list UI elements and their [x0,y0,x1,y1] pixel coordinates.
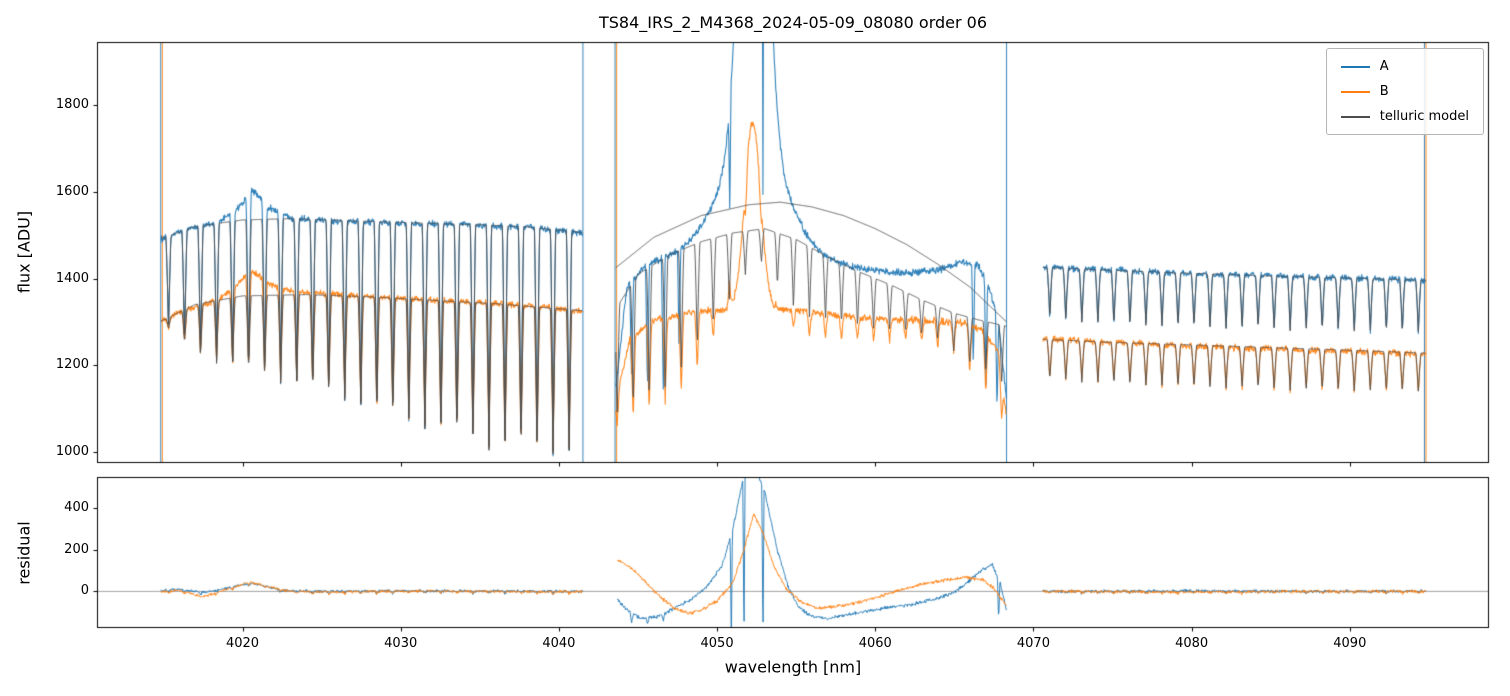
legend-label: A [1379,59,1389,74]
x-tick-label: 4080 [1175,636,1209,651]
figure-title: TS84_IRS_2_M4368_2024-05-09_08080 order … [598,13,988,32]
legend-line-sample [1340,90,1370,93]
legend-entry: B [1340,84,1469,99]
x-tick-label: 4060 [858,636,892,651]
legend-label: B [1379,84,1389,99]
residual-tick-label: 200 [64,541,89,557]
flux-tick-label: 1400 [55,270,89,286]
legend-entry: A [1340,59,1469,74]
x-tick-label: 4050 [700,636,734,651]
flux-tick-label: 1200 [55,357,89,373]
x-tick-label: 4040 [542,636,576,651]
legend-label: telluric model [1379,109,1469,124]
flux-axis-label: flux [ADU] [14,210,34,294]
residual-tick-label: 0 [80,583,89,599]
x-tick-label: 4030 [384,636,418,651]
flux-tick-label: 1600 [55,183,89,199]
flux-tick-label: 1800 [55,96,89,112]
residual-tick-label: 400 [64,499,89,515]
legend-entry: telluric model [1340,109,1469,124]
residual-axis-label: residual [14,521,34,585]
legend-line-sample [1340,115,1370,118]
wavelength-axis-label: wavelength [nm] [724,657,862,677]
x-tick-label: 4020 [225,636,260,651]
x-tick-label: 4070 [1016,636,1050,651]
legend-line-sample [1340,65,1370,68]
flux-tick-label: 1000 [55,444,89,460]
x-tick-label: 4090 [1333,636,1367,651]
